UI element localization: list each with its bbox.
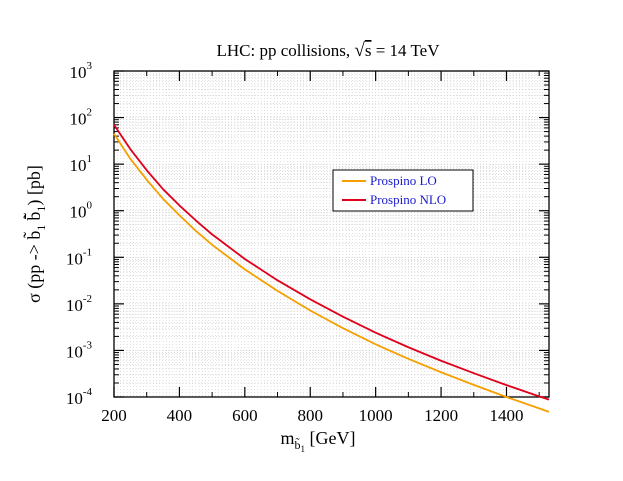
x-tick-label: 1400 (489, 406, 523, 425)
y-axis-label: σ (pp -> b̃1b̃̄1) [pb] (22, 165, 48, 303)
y-tick-label: 102 (70, 107, 93, 129)
y-tick-label: 10-3 (66, 339, 93, 361)
series-lines (113, 124, 550, 413)
x-axis-label: mb̃1 [GeV] (281, 428, 356, 454)
x-tick-label: 200 (101, 406, 127, 425)
legend-label-prospino-lo: Prospino LO (370, 173, 437, 188)
x-tick-label: 1000 (359, 406, 393, 425)
grid (114, 71, 549, 397)
axis-ticks (113, 70, 549, 398)
y-tick-labels: 10-4 10-3 10-2 10-1 100 101 102 103 (66, 60, 93, 408)
y-tick-label: 10-2 (66, 293, 92, 315)
series-line-prospino-nlo (113, 124, 550, 401)
y-tick-label: 10-4 (66, 386, 93, 408)
y-tick-label: 103 (70, 60, 93, 82)
y-tick-label: 10-1 (66, 246, 92, 268)
legend-box (332, 169, 474, 212)
y-tick-label: 100 (70, 200, 93, 222)
plot-frame (113, 70, 550, 398)
x-tick-label: 600 (232, 406, 258, 425)
x-tick-label: 400 (167, 406, 193, 425)
y-tick-label: 101 (70, 153, 93, 175)
chart-title: LHC: pp collisions, √s = 14 TeV (216, 40, 440, 61)
series-line-prospino-lo (113, 133, 550, 413)
legend-label-prospino-nlo: Prospino NLO (370, 192, 446, 207)
legend: Prospino LO Prospino NLO (332, 169, 474, 212)
x-tick-label: 800 (297, 406, 323, 425)
x-tick-label: 1200 (424, 406, 458, 425)
x-tick-labels: 200 400 600 800 1000 1200 1400 (101, 406, 523, 425)
